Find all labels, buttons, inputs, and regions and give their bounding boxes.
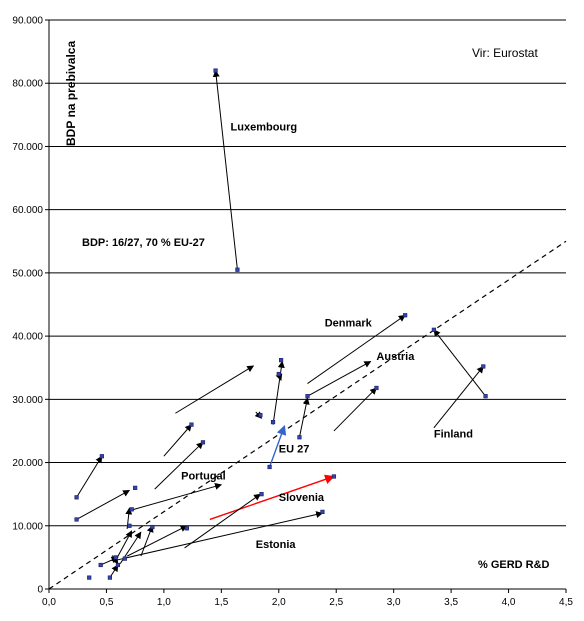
arrows-group bbox=[76, 69, 486, 578]
arrow-23 bbox=[184, 493, 261, 549]
y-tick-label-4: 40.000 bbox=[12, 332, 43, 343]
data-point-8 bbox=[133, 485, 138, 490]
x-tick-label-5: 2,5 bbox=[329, 597, 343, 608]
arrow-4 bbox=[433, 365, 484, 429]
data-point-13 bbox=[331, 474, 337, 479]
y-tick-label-7: 70.000 bbox=[12, 142, 43, 153]
data-point-20 bbox=[200, 440, 206, 445]
gridlines bbox=[49, 19, 566, 527]
y-axis-label: BDP na prebivalca bbox=[64, 41, 78, 146]
y-tick-label-3: 30.000 bbox=[12, 395, 43, 406]
data-point-9 bbox=[150, 524, 155, 530]
arrow-8 bbox=[114, 511, 324, 562]
annotation-slovenia: Slovenia bbox=[279, 492, 325, 504]
y-tick-label-2: 20.000 bbox=[12, 458, 43, 469]
data-point-10 bbox=[184, 526, 189, 531]
x-tick-label-6: 3,0 bbox=[387, 597, 401, 608]
arrow-0 bbox=[212, 69, 238, 270]
annotation-austria: Austria bbox=[376, 351, 415, 363]
x-tick-label-7: 3,5 bbox=[444, 597, 458, 608]
arrow-9 bbox=[175, 365, 255, 414]
data-point-12 bbox=[320, 509, 325, 514]
data-point-19 bbox=[297, 435, 302, 440]
data-point-27 bbox=[481, 364, 486, 369]
source-label: Vir: Eurostat bbox=[472, 46, 538, 60]
y-tick-label-6: 60.000 bbox=[12, 205, 43, 216]
arrow-16 bbox=[154, 441, 204, 490]
data-point-7 bbox=[129, 507, 134, 512]
x-ticks-group: 0,0 0,5 1,0 1,5 2,0 2,5 3,0 3,5 4,0 4,5 bbox=[42, 589, 573, 608]
annotations-group: Luxembourg Denmark Austria Finland Portugal E… bbox=[181, 122, 473, 551]
data-point-11 bbox=[259, 492, 264, 497]
y-tick-label-0: 0 bbox=[37, 585, 43, 596]
data-point-28 bbox=[483, 394, 488, 399]
data-point-14 bbox=[258, 413, 263, 418]
arrow-7 bbox=[209, 474, 335, 521]
data-point-24 bbox=[74, 517, 79, 522]
arrow-27 bbox=[109, 564, 119, 578]
x-tick-label-3: 1,5 bbox=[214, 597, 228, 608]
data-point-22 bbox=[99, 454, 104, 459]
arrow-14 bbox=[333, 387, 377, 432]
y-tick-label-9: 90.000 bbox=[12, 16, 43, 27]
data-point-15 bbox=[270, 419, 276, 425]
data-point-17 bbox=[278, 358, 284, 363]
data-point-25 bbox=[403, 313, 408, 318]
data-point-0 bbox=[87, 575, 92, 580]
y-ticks-group: 0 10.000 20.000 30.000 40.000 50.000 60.000 70.… bbox=[12, 16, 49, 596]
data-point-30 bbox=[235, 267, 240, 272]
arrow-6 bbox=[268, 424, 287, 468]
data-point-31 bbox=[213, 68, 218, 73]
data-point-29 bbox=[431, 327, 436, 332]
data-point-23 bbox=[74, 495, 79, 500]
trend-line bbox=[48, 240, 567, 590]
data-point-16 bbox=[276, 371, 281, 377]
y-tick-label-5: 50.000 bbox=[12, 268, 43, 279]
data-point-18 bbox=[305, 394, 310, 399]
y-tick-label-8: 80.000 bbox=[12, 79, 43, 90]
gdp-note: BDP: 16/27, 70 % EU-27 bbox=[82, 237, 205, 249]
data-point-3 bbox=[113, 555, 118, 560]
arrow-17 bbox=[76, 455, 103, 498]
data-point-2 bbox=[107, 575, 112, 580]
annotation-portugal: Portugal bbox=[181, 471, 226, 483]
x-tick-label-0: 0,0 bbox=[42, 597, 56, 608]
arrow-5 bbox=[131, 483, 223, 511]
x-tick-label-2: 1,0 bbox=[157, 597, 171, 608]
annotation-luxembourg: Luxembourg bbox=[231, 122, 298, 134]
annotation-denmark: Denmark bbox=[325, 318, 373, 330]
arrow-1 bbox=[307, 314, 406, 384]
data-point-5 bbox=[122, 556, 127, 561]
data-point-4 bbox=[115, 562, 121, 568]
arrow-18 bbox=[76, 489, 131, 520]
arrow-11 bbox=[272, 360, 285, 425]
data-point-26 bbox=[374, 385, 379, 391]
x-tick-label-1: 0,5 bbox=[99, 597, 113, 608]
annotation-finland: Finland bbox=[434, 428, 473, 440]
arrow-2 bbox=[307, 360, 372, 397]
data-point-6 bbox=[127, 523, 132, 528]
arrow-22 bbox=[140, 525, 154, 557]
arrow-3 bbox=[433, 329, 486, 397]
annotation-eu-27: EU 27 bbox=[279, 443, 310, 455]
x-axis-label: % GERD R&D bbox=[478, 559, 550, 571]
data-point-1 bbox=[98, 562, 103, 568]
axes-group bbox=[48, 20, 566, 590]
arrow-15 bbox=[163, 424, 192, 457]
arrow-24 bbox=[126, 525, 188, 557]
points-group bbox=[74, 68, 488, 580]
x-tick-label-8: 4,0 bbox=[502, 597, 516, 608]
x-tick-label-4: 2,0 bbox=[272, 597, 286, 608]
x-tick-label-9: 4,5 bbox=[559, 597, 573, 608]
y-tick-label-1: 10.000 bbox=[12, 521, 43, 532]
trend-line-group bbox=[48, 240, 567, 590]
arrow-20 bbox=[115, 530, 133, 561]
arrow-13 bbox=[298, 397, 310, 438]
data-point-21 bbox=[189, 422, 194, 427]
data-point-32 bbox=[267, 464, 272, 470]
annotation-estonia: Estonia bbox=[256, 539, 297, 551]
